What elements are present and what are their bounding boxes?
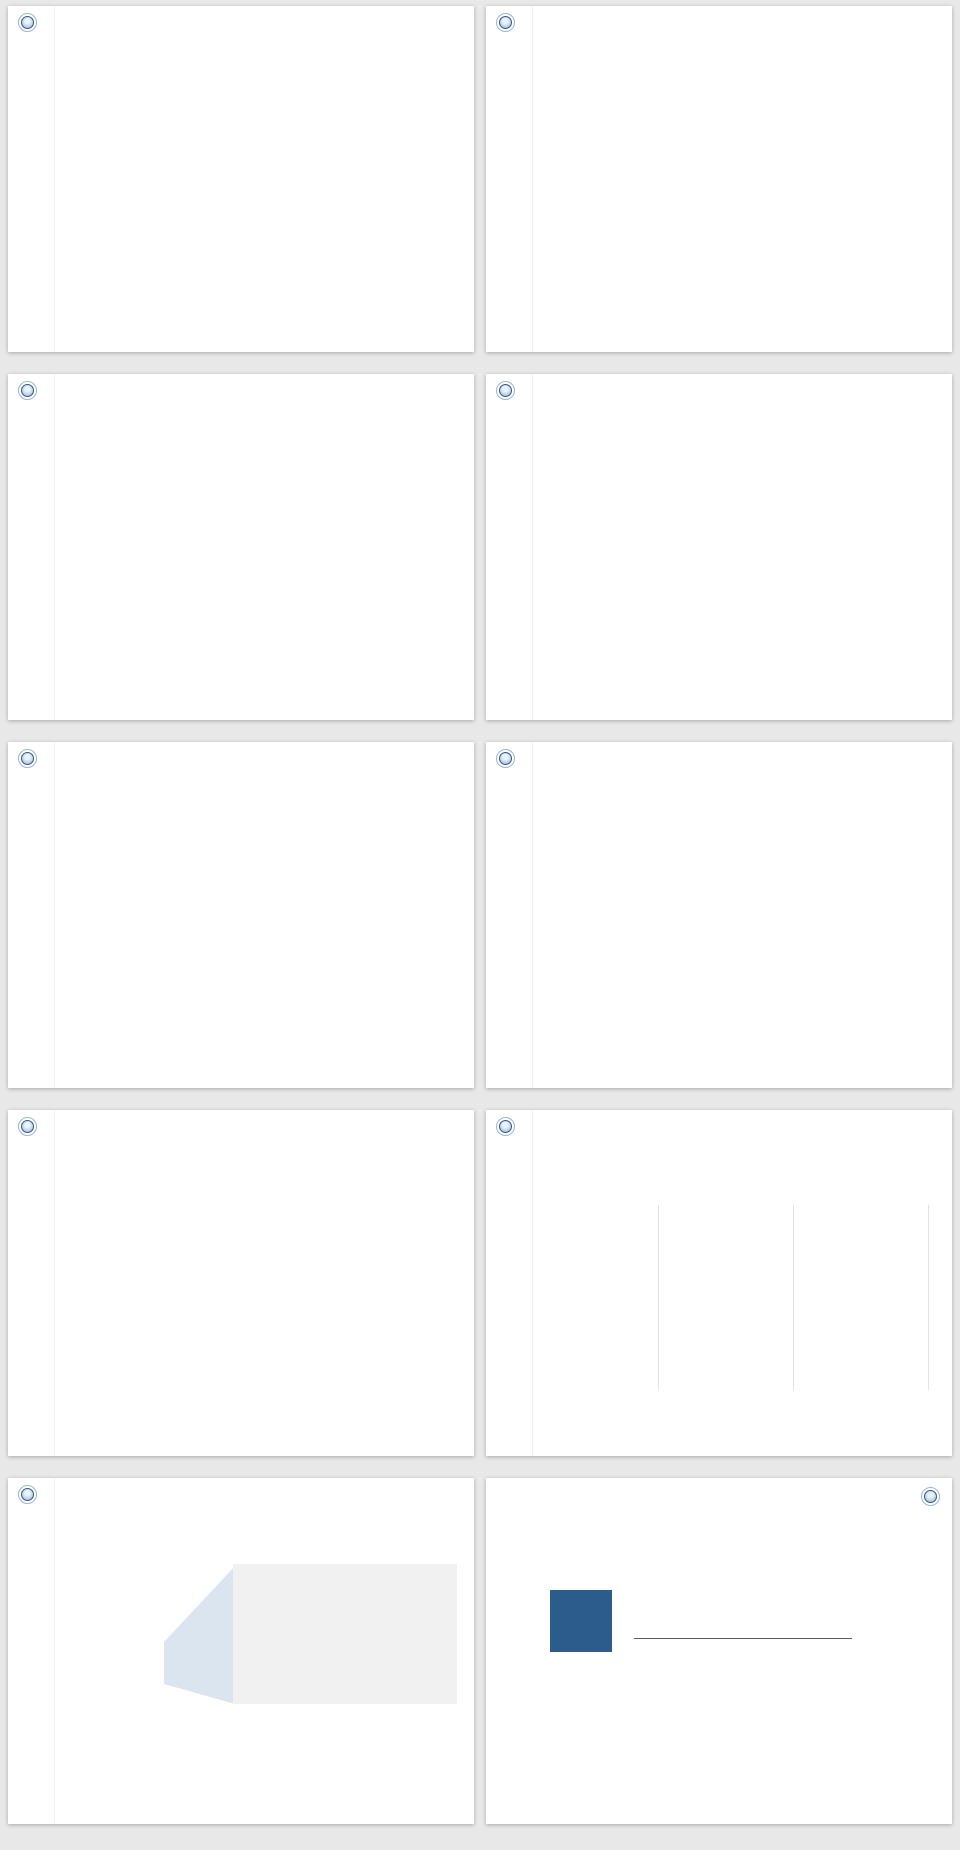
donut-chart-1 <box>531 1212 651 1364</box>
brand-logo-icon <box>496 381 515 400</box>
monthly-sales-line-chart <box>296 478 454 676</box>
panel-bar-chart <box>241 1592 447 1696</box>
slide-43[interactable] <box>486 6 952 352</box>
brand-logo-icon <box>18 13 37 32</box>
column-divider <box>793 1205 794 1390</box>
slide-45[interactable] <box>486 374 952 720</box>
column-divider <box>658 1205 659 1390</box>
title-underline <box>634 1638 852 1639</box>
brand-logo-icon <box>496 749 515 768</box>
sidebar-divider <box>532 1110 533 1456</box>
brand-logo-icon <box>496 1117 515 1136</box>
pie-chart <box>53 1208 263 1420</box>
donut-chart-2 <box>666 1212 786 1364</box>
grouped-bar-chart-right <box>258 86 446 212</box>
sidebar-divider <box>54 6 55 352</box>
sidebar-divider <box>532 6 533 352</box>
section-number <box>550 1590 612 1652</box>
brand-logo-icon <box>18 381 37 400</box>
slide-49[interactable] <box>486 1110 952 1456</box>
text-block <box>260 230 446 235</box>
sidebar-divider <box>54 742 55 1088</box>
text-block <box>64 230 248 235</box>
brand-logo-icon <box>18 1117 37 1136</box>
slide-50[interactable] <box>8 1478 474 1824</box>
sidebar-divider <box>54 374 55 720</box>
slide-47[interactable] <box>486 742 952 1088</box>
slide-51-section-divider[interactable] <box>486 1478 952 1824</box>
analysis-panel <box>233 1564 457 1704</box>
sidebar-divider <box>54 1478 55 1824</box>
slide-48[interactable] <box>8 1110 474 1456</box>
sidebar-divider <box>532 374 533 720</box>
brand-logo-icon <box>18 749 37 768</box>
line-chart-left <box>536 848 724 1030</box>
funnel-connector <box>164 1566 235 1704</box>
brand-logo-icon <box>496 13 515 32</box>
column-divider <box>928 1205 929 1390</box>
horizontal-bar-chart <box>76 840 440 1070</box>
slide-42[interactable] <box>8 6 474 352</box>
brand-logo-icon <box>921 1487 940 1506</box>
text-block <box>800 192 942 197</box>
line-chart-right <box>738 848 926 1030</box>
brand-logo-icon <box>18 1485 37 1504</box>
text-block <box>800 98 942 103</box>
slide-46[interactable] <box>8 742 474 1088</box>
donut-chart-3 <box>801 1212 921 1364</box>
donut-chart <box>256 1208 466 1420</box>
sidebar-divider <box>54 1110 55 1456</box>
slide-44[interactable] <box>8 374 474 720</box>
annual-sales-bar-chart <box>80 478 278 676</box>
sidebar-divider <box>532 742 533 1088</box>
yearly-sales-grouped-bar-chart <box>544 466 928 690</box>
grouped-bar-chart-left <box>62 86 250 212</box>
